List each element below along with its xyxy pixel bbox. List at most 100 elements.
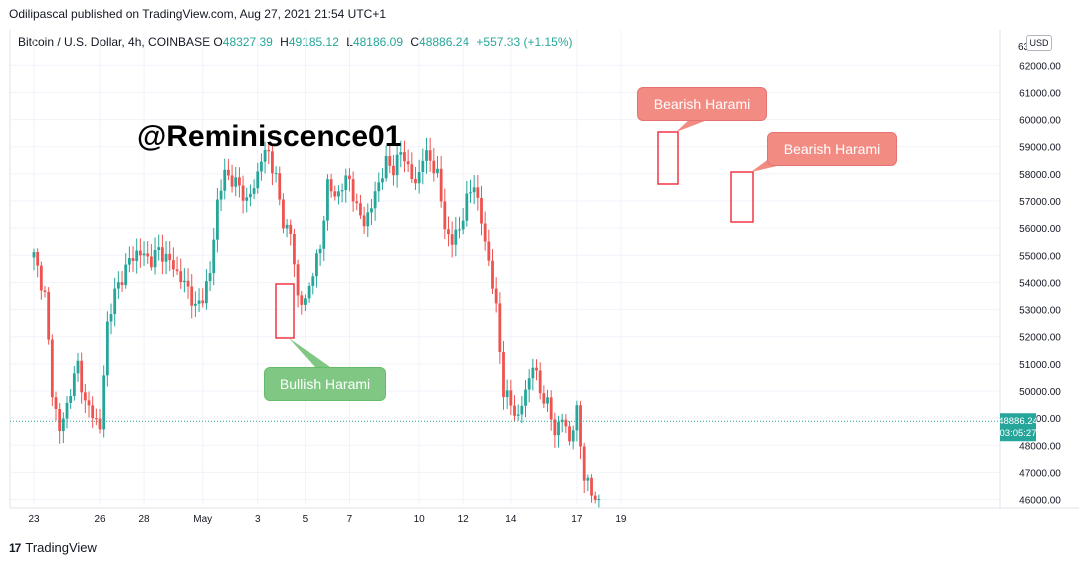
candle-body [480,197,483,224]
candle-body [216,199,219,240]
candle-body [168,253,172,261]
y-tick-label: 48000.00 [1019,441,1061,452]
candle-body [157,247,161,251]
candle-body [340,190,344,192]
candle-body [370,208,373,213]
high-value: 49185.12 [288,35,339,49]
candle-body [318,248,322,254]
y-tick-label: 52000.00 [1019,333,1061,344]
callout-bearish-harami-1: Bearish Harami [637,87,767,121]
candle-body [553,419,557,436]
candle-body [322,220,326,249]
candle-body [406,161,410,165]
candle-body [498,303,502,353]
candle-body [234,177,238,187]
tradingview-brand[interactable]: 17 TradingView [9,540,97,555]
candle-body [50,339,54,398]
candle-body [337,191,340,197]
x-tick-label: May [193,514,212,525]
candle-body [201,300,205,304]
candle-body [487,241,491,261]
candle-body [271,151,274,174]
x-tick-label: 28 [138,514,150,525]
candle-body [410,164,414,180]
candle-body [54,397,58,410]
candle-body [575,405,579,431]
candle-body [450,234,454,245]
candle-body [43,290,47,292]
y-tick-label-partial: 63 [1018,42,1030,53]
candle-body [381,178,384,183]
watermark-text: @Reminiscence01 [137,120,402,153]
candle-body [39,265,43,291]
candle-body [505,390,509,398]
candle-body [344,175,348,191]
candle-body [175,269,179,272]
bearish-harami-box-2 [730,171,754,223]
candle-body [212,239,216,274]
x-tick-label: 5 [303,514,309,525]
candle-body [476,187,480,198]
candle-body [436,168,439,174]
candle-body [384,155,388,179]
x-tick-label: 12 [458,514,470,525]
candle-body [69,396,73,403]
candle-body [109,314,113,322]
x-tick-label: 14 [505,514,517,525]
candle-body [527,378,531,390]
candle-body [425,150,428,161]
candle-body [278,173,282,200]
y-tick-label: 53000.00 [1019,306,1061,317]
candle-body [421,160,425,172]
candle-body [65,402,69,419]
candle-body [465,193,469,221]
candle-body [432,160,436,174]
candle-body [149,256,153,268]
candle-body [326,179,329,221]
candle-body [249,193,252,198]
currency-button[interactable]: USD [1026,35,1052,51]
candle-body [179,271,183,283]
candle-body [98,418,102,430]
candle-body [267,149,271,152]
candle-body [348,175,351,180]
candle-body [469,192,472,194]
candle-body [546,397,549,404]
candle-body [208,273,212,282]
y-tick-label: 54000.00 [1019,278,1061,289]
bullish-callout-pointer [289,338,330,367]
candle-body [219,190,223,200]
candle-body [494,288,498,304]
candle-body [285,224,289,229]
x-tick-label: 7 [347,514,353,525]
candle-body [315,253,318,277]
candle-body [417,171,421,184]
candle-body [524,389,527,406]
candle-body [160,247,164,262]
y-tick-label: 50000.00 [1019,387,1061,398]
candle-body [138,250,142,256]
candle-body [193,303,197,306]
candle-body [355,201,359,204]
candle-body [366,212,370,227]
y-tick-label: 56000.00 [1019,224,1061,235]
candle-body [252,188,256,194]
candle-body [204,281,208,304]
brand-name: TradingView [25,540,97,555]
callout-bearish-harami-2: Bearish Harami [767,132,897,166]
candle-body [131,258,135,262]
x-tick-label: 17 [571,514,583,525]
symbol-name: Bitcoin / U.S. Dollar, 4h, COINBASE [18,35,211,49]
candle-body [597,499,601,501]
candle-body [557,422,560,436]
candle-body [171,260,175,270]
candle-body [351,179,355,202]
candle-body [502,352,505,398]
candle-body [329,179,333,192]
candle-body [241,185,245,201]
candle-body [472,187,476,193]
candle-body [80,360,84,393]
candle-body [91,405,95,419]
candle-body [238,177,241,186]
